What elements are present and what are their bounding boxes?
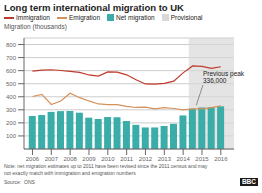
svg-text:2011: 2011	[120, 156, 134, 162]
html-text:Note: net migration estimates: Note: net migration estimates up to 2011…	[4, 163, 208, 169]
svg-text:2009: 2009	[82, 156, 96, 162]
svg-text:800: 800	[8, 42, 17, 48]
html-text:Long term international migrat: Long term international migration to UK	[4, 2, 184, 13]
html-text:not exactly match with immigra: not exactly match with immigration and e…	[4, 169, 136, 176]
html-text:Provisional: Provisional	[170, 14, 203, 21]
svg-text:2015: 2015	[195, 156, 209, 162]
svg-text:700: 700	[8, 55, 17, 61]
html-text:BBC: BBC	[241, 178, 256, 185]
svg-text:2012: 2012	[139, 156, 153, 162]
svg-text:2007: 2007	[45, 156, 59, 162]
svg-text:2006: 2006	[26, 156, 40, 162]
svg-text:500: 500	[8, 81, 17, 87]
svg-text:100: 100	[8, 133, 17, 139]
svg-text:2013: 2013	[158, 156, 172, 162]
svg-text:Previous peak336,000: Previous peak336,000	[203, 70, 245, 85]
html-text:Net migration: Net migration	[116, 14, 155, 21]
svg-text:2010: 2010	[101, 156, 115, 162]
html-text:Emigration: Emigration	[69, 14, 100, 21]
html-text:Immigration: Immigration	[16, 14, 50, 21]
html-text:Source: ONS: Source: ONS	[4, 178, 35, 185]
svg-text:600: 600	[8, 68, 17, 74]
svg-text:2014: 2014	[176, 156, 190, 162]
svg-text:200: 200	[8, 120, 17, 126]
svg-text:2016: 2016	[214, 156, 228, 162]
svg-text:400: 400	[8, 94, 17, 100]
svg-text:2008: 2008	[63, 156, 77, 162]
svg-text:300: 300	[8, 107, 17, 113]
html-text:Migration (thousands): Migration (thousands)	[4, 23, 67, 30]
